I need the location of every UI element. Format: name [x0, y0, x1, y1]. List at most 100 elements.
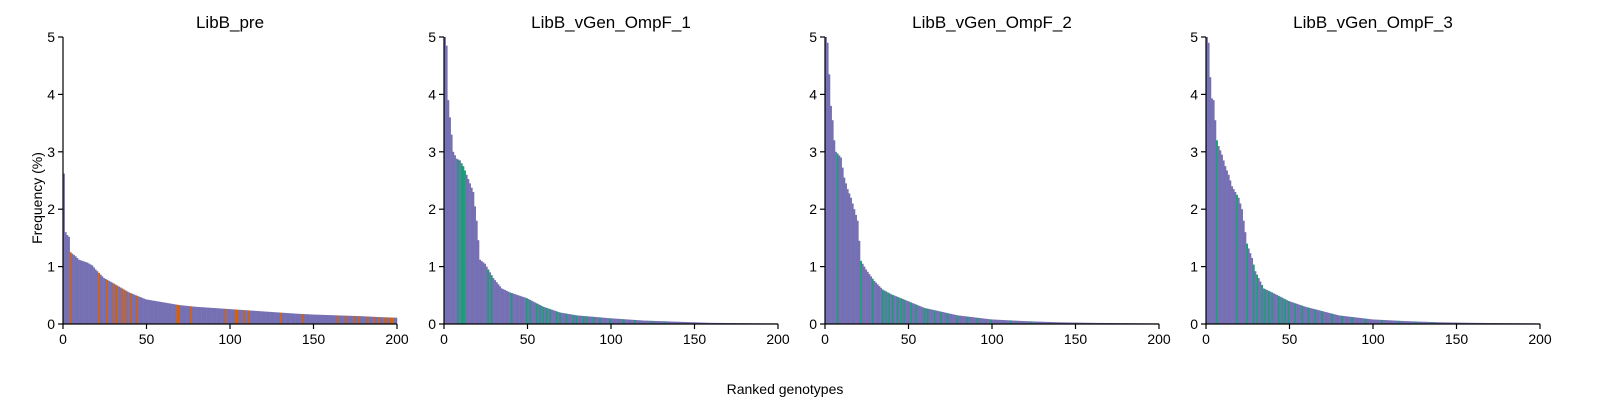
bar [1239, 203, 1242, 324]
bar [707, 322, 710, 324]
bar [141, 297, 144, 324]
bar [704, 322, 707, 324]
bar [86, 262, 89, 324]
bar [500, 288, 503, 324]
x-tick-label: 50 [901, 331, 917, 347]
bar [1384, 320, 1387, 324]
bar [1070, 322, 1073, 324]
bar-highlight [990, 319, 993, 324]
bar [676, 321, 679, 324]
bar [84, 262, 87, 324]
bar [1428, 321, 1431, 324]
bar [679, 321, 682, 324]
bar [388, 317, 391, 324]
bar-highlight [1307, 307, 1310, 324]
bar [661, 321, 664, 324]
bar-highlight [235, 309, 237, 324]
bar [1436, 322, 1439, 324]
bar [1312, 308, 1315, 324]
bar [644, 320, 647, 324]
bar [985, 318, 988, 324]
bar [1257, 278, 1260, 324]
bar [1206, 37, 1208, 324]
bars [444, 37, 779, 325]
bar [1391, 320, 1394, 324]
bar [642, 320, 645, 324]
bar [978, 318, 981, 324]
bar [454, 155, 456, 324]
bar [833, 140, 836, 324]
bar [283, 312, 286, 324]
bar [953, 314, 956, 324]
bar [1344, 316, 1347, 324]
bar-highlight [599, 317, 602, 324]
bar [1334, 314, 1337, 324]
bar [1359, 318, 1362, 324]
bar [995, 319, 998, 324]
x-axis-label: Ranked genotypes [727, 381, 844, 397]
bar [265, 311, 267, 324]
bar-highlight [487, 269, 490, 324]
bar-highlight [1281, 297, 1284, 324]
bar [1317, 310, 1320, 324]
y-tick-label: 0 [809, 316, 817, 332]
bar-highlight [555, 311, 558, 324]
bar [504, 290, 507, 324]
bar [1458, 322, 1461, 324]
bar [104, 279, 107, 324]
bar [687, 322, 690, 324]
bar [901, 298, 904, 324]
bar [291, 313, 294, 324]
y-tick-label: 5 [809, 29, 817, 45]
bar [472, 191, 475, 324]
bar-highlight [559, 312, 562, 324]
bar [253, 310, 256, 324]
bar [198, 307, 201, 324]
bar-highlight [366, 316, 369, 324]
bar [1028, 321, 1031, 324]
bar [1007, 320, 1009, 324]
bar [321, 314, 324, 324]
bar [251, 310, 254, 324]
bar [1292, 302, 1295, 324]
bar [626, 319, 628, 324]
bar-highlight [189, 306, 192, 324]
bar [469, 183, 471, 324]
bar [890, 294, 893, 324]
panel-title: LibB_pre [196, 13, 264, 32]
bar [395, 317, 398, 324]
bar [494, 280, 497, 324]
bar-highlight [464, 170, 466, 324]
bar [335, 315, 338, 324]
bar [1018, 320, 1021, 324]
bar [846, 189, 849, 324]
bar [1037, 321, 1040, 324]
bar [1403, 321, 1405, 324]
bar [1022, 321, 1024, 324]
bar-highlight [390, 317, 393, 324]
bar [1404, 321, 1407, 324]
bar [1401, 320, 1404, 324]
bar [151, 300, 154, 324]
bar [993, 319, 996, 324]
bar [1207, 42, 1210, 325]
bar [1306, 307, 1309, 324]
bar-highlight [373, 316, 376, 324]
bar [1463, 322, 1466, 324]
bar [497, 284, 500, 324]
bar [1296, 303, 1299, 324]
bar [1032, 321, 1034, 324]
bar [527, 299, 530, 324]
bar [111, 282, 114, 324]
bar-highlight [926, 308, 929, 324]
bar [843, 177, 846, 324]
bar [288, 313, 291, 324]
bar [1058, 322, 1061, 324]
bar [873, 280, 876, 324]
bar [1282, 298, 1285, 324]
bar [166, 303, 169, 324]
bar [1464, 322, 1467, 324]
bar [183, 305, 186, 324]
bar [348, 315, 351, 324]
